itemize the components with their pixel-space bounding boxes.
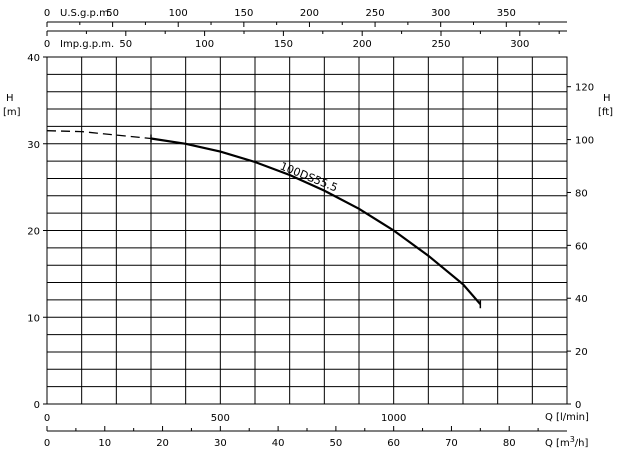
x-impgpm-tick-label: 200	[353, 39, 372, 50]
x-impgpm-tick-label: 0	[44, 39, 50, 50]
y-right-tick-label: 40	[575, 294, 588, 305]
x-usgpm-label: U.S.g.p.m.	[60, 8, 112, 19]
x-bottom-label: Q [l/min]	[545, 412, 589, 423]
y-left-unit: [m]	[3, 107, 21, 118]
y-right-tick-label: 60	[575, 241, 588, 252]
x-impgpm-tick-label: 250	[431, 39, 450, 50]
x-m3h-tick-label: 0	[44, 438, 50, 449]
y-right-tick-label: 100	[575, 136, 594, 147]
x-impgpm-tick-label: 300	[510, 39, 529, 50]
x-impgpm-tick-label: 50	[119, 39, 132, 50]
series-label-100ds55-5: 100DS55.5	[278, 160, 339, 195]
x-m3h-tick-label: 80	[503, 438, 516, 449]
y-left-tick-label: 40	[27, 53, 40, 64]
x-m3h-label-sup: 3	[570, 435, 575, 444]
y-left-tick-label: 10	[27, 313, 40, 324]
x-m3h-tick-label: 30	[214, 438, 227, 449]
x-usgpm-tick-label: 50	[106, 8, 119, 19]
x-usgpm-tick-label: 100	[169, 8, 188, 19]
x-m3h-tick-label: 10	[98, 438, 111, 449]
x-m3h-tick-label: 60	[387, 438, 400, 449]
y-right-unit: [ft]	[598, 107, 613, 118]
curve-layer: 100DS55.5	[46, 130, 482, 309]
x-impgpm-tick-label: 100	[195, 39, 214, 50]
y-right-tick-label: 120	[575, 83, 594, 94]
y-left-tick-label: 30	[27, 140, 40, 151]
x-m3h-label-main: Q [m	[545, 438, 570, 449]
x-usgpm-tick-label: 300	[431, 8, 450, 19]
curve-100ds55-5-solid	[150, 137, 482, 305]
x-bottom-tick-label: 0	[44, 413, 50, 424]
x-m3h-tick-label: 40	[272, 438, 285, 449]
y-left-label: H	[6, 93, 14, 104]
x-m3h-tick-label: 70	[445, 438, 458, 449]
x-usgpm-tick-label: 150	[234, 8, 253, 19]
x-usgpm-tick-label: 0	[44, 8, 50, 19]
x-m3h-label-tail: /h]	[575, 438, 589, 449]
x-impgpm-label: Imp.g.p.m.	[60, 39, 114, 50]
x-m3h-tick-label: 20	[156, 438, 169, 449]
x-m3h-tick-label: 50	[330, 438, 343, 449]
y-right-label: H	[603, 93, 611, 104]
grid	[47, 57, 567, 404]
y-right-tick-label: 80	[575, 188, 588, 199]
x-usgpm-tick-label: 350	[497, 8, 516, 19]
x-m3h-label: Q [m3/h]	[545, 435, 589, 449]
x-usgpm-tick-label: 250	[366, 8, 385, 19]
y-left-tick-label: 0	[34, 400, 40, 411]
x-usgpm-tick-label: 200	[300, 8, 319, 19]
y-right-tick-label: 0	[575, 400, 581, 411]
x-impgpm-tick-label: 150	[274, 39, 293, 50]
x-bottom-tick-label: 500	[211, 413, 230, 424]
x-bottom-tick-label: 1000	[381, 413, 406, 424]
curve-100ds55-5-dashed	[46, 130, 152, 140]
y-left-tick-label: 20	[27, 227, 40, 238]
y-right-tick-label: 20	[575, 347, 588, 358]
